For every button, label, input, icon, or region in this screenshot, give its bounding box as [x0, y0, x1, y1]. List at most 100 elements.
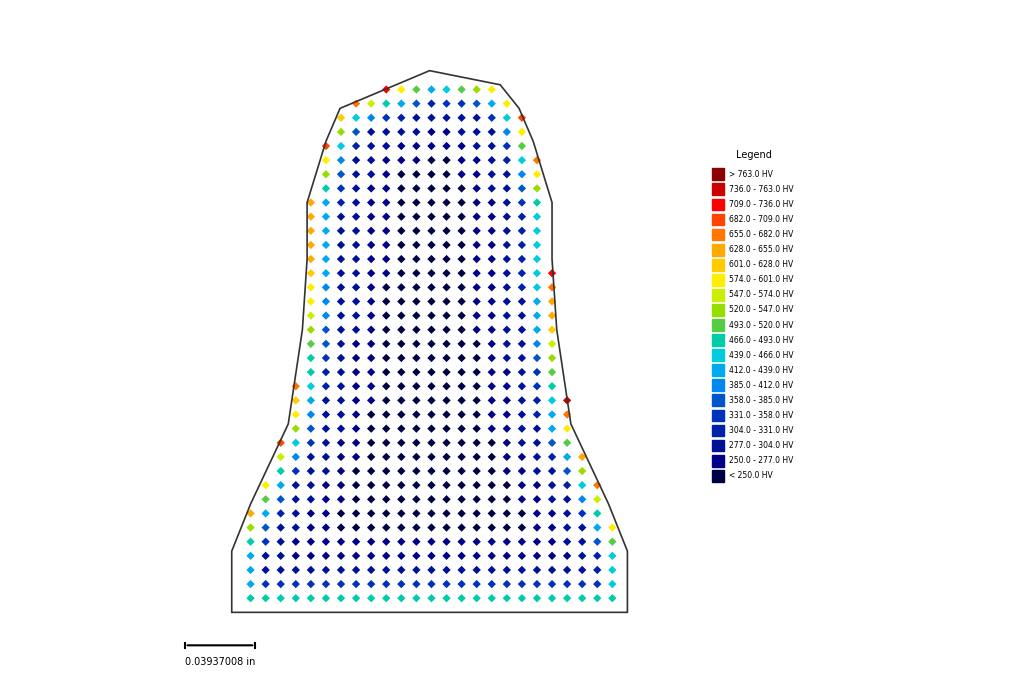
Point — [559, 494, 575, 505]
Point — [393, 126, 410, 137]
Point — [409, 423, 425, 434]
Point — [348, 324, 365, 335]
Point — [483, 395, 500, 406]
Point — [423, 98, 439, 109]
Point — [393, 183, 410, 194]
Point — [483, 479, 500, 490]
Point — [454, 112, 470, 123]
Point — [469, 112, 485, 123]
Point — [469, 211, 485, 222]
Point — [423, 494, 439, 505]
Bar — [712, 274, 724, 285]
Point — [454, 197, 470, 208]
Point — [288, 437, 304, 448]
Point — [393, 240, 410, 251]
Point — [378, 253, 394, 264]
Point — [454, 550, 470, 561]
Point — [378, 98, 394, 109]
Point — [393, 564, 410, 575]
Point — [362, 324, 379, 335]
Point — [514, 126, 530, 137]
Point — [288, 466, 304, 477]
Point — [423, 564, 439, 575]
Point — [514, 183, 530, 194]
Point — [348, 494, 365, 505]
Point — [559, 395, 575, 406]
Point — [559, 579, 575, 589]
Point — [423, 352, 439, 363]
Point — [544, 536, 560, 547]
Point — [469, 169, 485, 180]
Point — [393, 253, 410, 264]
Point — [514, 310, 530, 321]
Point — [333, 126, 349, 137]
Point — [589, 564, 605, 575]
Point — [317, 240, 334, 251]
Point — [483, 564, 500, 575]
Point — [378, 494, 394, 505]
Point — [423, 268, 439, 279]
Point — [362, 409, 379, 420]
Point — [483, 352, 500, 363]
Text: 655.0 - 682.0 HV: 655.0 - 682.0 HV — [729, 230, 793, 239]
Point — [544, 579, 560, 589]
Point — [257, 593, 273, 604]
Point — [438, 154, 455, 165]
Point — [559, 466, 575, 477]
Point — [528, 564, 545, 575]
Point — [243, 579, 259, 589]
Point — [378, 197, 394, 208]
Point — [272, 466, 289, 477]
Point — [317, 593, 334, 604]
Point — [317, 310, 334, 321]
Point — [333, 296, 349, 307]
Point — [348, 352, 365, 363]
Bar — [712, 455, 724, 466]
Point — [438, 395, 455, 406]
Point — [362, 112, 379, 123]
Point — [378, 338, 394, 349]
Point — [514, 593, 530, 604]
Point — [243, 508, 259, 519]
Point — [378, 381, 394, 392]
Bar — [712, 380, 724, 391]
Point — [544, 466, 560, 477]
Point — [348, 479, 365, 490]
Bar — [712, 349, 724, 361]
Point — [303, 564, 319, 575]
Point — [288, 536, 304, 547]
Point — [303, 296, 319, 307]
Point — [469, 253, 485, 264]
Point — [423, 183, 439, 194]
Point — [483, 225, 500, 236]
Point — [483, 154, 500, 165]
Point — [348, 338, 365, 349]
Point — [469, 451, 485, 462]
Point — [454, 154, 470, 165]
Point — [409, 409, 425, 420]
Point — [499, 522, 515, 533]
Point — [514, 550, 530, 561]
Point — [378, 479, 394, 490]
Bar — [712, 395, 724, 406]
Point — [409, 579, 425, 589]
Point — [574, 550, 591, 561]
Point — [303, 451, 319, 462]
Point — [317, 536, 334, 547]
Bar — [712, 334, 724, 346]
Point — [438, 367, 455, 378]
Point — [483, 409, 500, 420]
Bar — [712, 259, 724, 270]
Point — [272, 536, 289, 547]
Point — [544, 324, 560, 335]
Point — [378, 593, 394, 604]
Point — [544, 508, 560, 519]
Point — [303, 268, 319, 279]
Point — [544, 593, 560, 604]
Point — [499, 98, 515, 109]
Point — [378, 550, 394, 561]
Point — [288, 593, 304, 604]
Text: 385.0 - 412.0 HV: 385.0 - 412.0 HV — [729, 381, 793, 390]
Point — [604, 593, 621, 604]
Point — [393, 84, 410, 95]
